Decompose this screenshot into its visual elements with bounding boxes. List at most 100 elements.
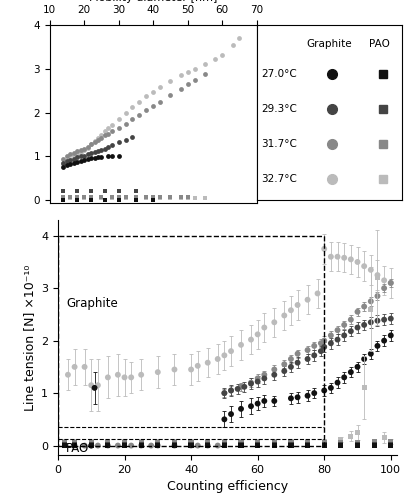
Point: [115, 115, 122, 123]
Point: [260, 397, 267, 405]
Point: [367, 298, 373, 306]
Point: [354, 439, 360, 447]
Point: [304, 439, 310, 447]
Point: [214, 355, 221, 363]
Point: [347, 256, 353, 264]
Point: [95, 154, 101, 162]
Point: [74, 147, 81, 155]
Point: [194, 442, 201, 450]
Point: [227, 347, 234, 355]
Point: [60, 159, 66, 167]
Point: [271, 442, 277, 450]
Point: [177, 84, 184, 92]
Point: [129, 133, 135, 141]
Point: [128, 442, 134, 450]
Point: [304, 355, 310, 363]
Point: [380, 336, 387, 344]
Point: [91, 154, 97, 162]
Point: [188, 438, 194, 446]
Point: [104, 438, 111, 446]
Point: [77, 146, 84, 154]
Point: [304, 440, 310, 448]
Point: [91, 138, 97, 146]
Point: [71, 439, 78, 447]
Point: [184, 193, 190, 201]
Point: [115, 152, 122, 160]
Point: [67, 150, 74, 158]
Point: [132, 193, 139, 201]
Point: [320, 439, 327, 447]
Point: [373, 292, 380, 300]
Point: [60, 164, 66, 172]
Point: [221, 389, 227, 397]
Point: [88, 439, 94, 447]
Point: [81, 156, 87, 164]
Point: [280, 360, 287, 368]
Point: [237, 439, 244, 447]
Point: [132, 196, 139, 204]
Point: [138, 438, 144, 446]
Point: [154, 442, 161, 450]
Point: [95, 136, 101, 144]
Point: [122, 108, 128, 116]
Text: 31.7°C: 31.7°C: [260, 139, 296, 149]
Point: [154, 442, 161, 450]
Point: [237, 341, 244, 349]
Point: [101, 196, 108, 204]
Point: [360, 302, 367, 310]
Point: [340, 374, 347, 382]
Point: [61, 440, 68, 448]
Point: [387, 438, 393, 446]
Point: [60, 154, 66, 162]
Point: [237, 438, 244, 446]
Point: [337, 442, 343, 450]
Point: [304, 296, 310, 304]
Point: [147, 442, 154, 450]
Point: [81, 152, 87, 160]
Bar: [58, 236, 323, 446]
Point: [104, 439, 111, 447]
Point: [204, 442, 211, 450]
Point: [188, 442, 194, 450]
Point: [310, 352, 317, 360]
Point: [229, 40, 235, 48]
Point: [177, 193, 184, 201]
Point: [60, 186, 66, 194]
Point: [271, 370, 277, 378]
Point: [108, 194, 115, 202]
Point: [101, 127, 108, 135]
Point: [88, 440, 94, 448]
Point: [71, 440, 78, 448]
Point: [327, 384, 333, 392]
Point: [294, 350, 300, 358]
Point: [95, 134, 101, 142]
Point: [81, 146, 87, 154]
Point: [211, 55, 218, 63]
Point: [320, 438, 327, 446]
Point: [88, 194, 94, 202]
Point: [94, 381, 101, 389]
Point: [194, 362, 201, 370]
Point: [373, 274, 380, 281]
Point: [67, 156, 74, 164]
Text: 27.0°C: 27.0°C: [260, 69, 296, 79]
Point: [150, 194, 156, 202]
Point: [70, 154, 77, 162]
Point: [88, 154, 94, 162]
Point: [354, 258, 360, 266]
Point: [304, 438, 310, 446]
Point: [317, 340, 323, 347]
Point: [310, 342, 317, 350]
Point: [184, 194, 190, 202]
Point: [64, 157, 70, 165]
Point: [380, 276, 387, 284]
Point: [254, 440, 260, 448]
Point: [367, 350, 373, 358]
Text: PAO: PAO: [368, 39, 389, 49]
Point: [77, 148, 84, 156]
Point: [150, 196, 156, 204]
Point: [221, 440, 227, 448]
Point: [333, 378, 340, 386]
Point: [287, 440, 294, 448]
Point: [115, 138, 122, 146]
